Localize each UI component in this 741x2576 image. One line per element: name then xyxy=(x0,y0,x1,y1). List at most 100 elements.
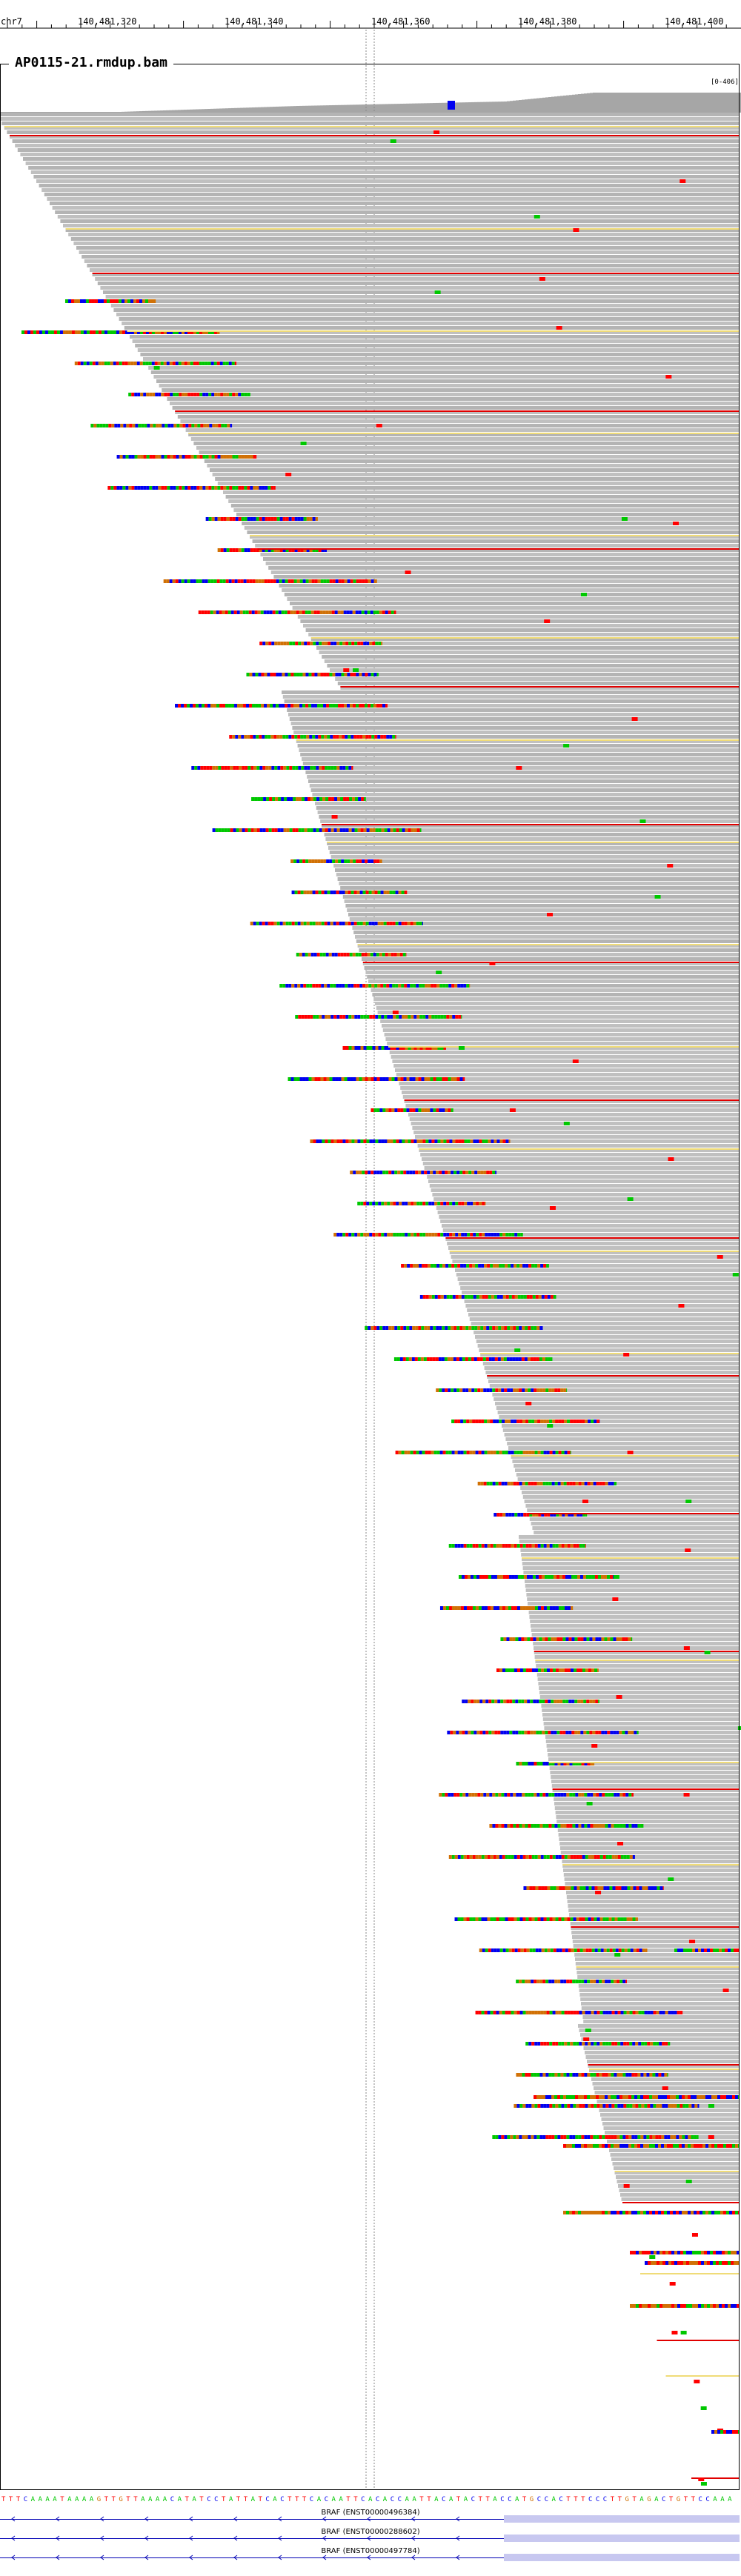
softclip-base xyxy=(501,1482,505,1485)
softclip-base xyxy=(614,1917,618,1921)
softclip-base xyxy=(154,362,158,365)
softclip-base xyxy=(314,673,318,676)
softclip-base xyxy=(279,922,283,925)
read xyxy=(519,1544,740,1548)
softclip-base xyxy=(674,2304,677,2308)
read xyxy=(591,2077,740,2081)
softclip-base xyxy=(563,2135,567,2139)
softclip-base xyxy=(193,704,196,708)
softclip-base xyxy=(268,828,272,832)
softclip-base xyxy=(376,859,380,863)
softclip-base xyxy=(320,704,324,708)
coverage-bar xyxy=(492,101,495,113)
softclip-base xyxy=(516,1606,520,1610)
softclip-base xyxy=(534,2104,538,2108)
softclip-base xyxy=(635,2042,639,2046)
mismatch-base xyxy=(708,2104,714,2108)
strand-arrow xyxy=(322,2535,327,2541)
transcript-label[interactable]: BRAF (ENST00000496384) xyxy=(321,2509,420,2517)
softclip-base xyxy=(362,704,365,708)
softclip-base xyxy=(139,330,143,334)
softclip-base xyxy=(552,1451,556,1454)
softclip-base xyxy=(451,1855,455,1859)
softclip-base xyxy=(359,1077,362,1081)
softclip-base xyxy=(226,486,230,490)
softclip-base xyxy=(608,2135,611,2139)
softclip-base xyxy=(207,362,211,365)
softclip-base xyxy=(656,2042,659,2046)
coverage-bar xyxy=(36,112,39,113)
softclip-base xyxy=(454,1606,458,1610)
softclip-base xyxy=(478,1264,482,1268)
softclip-base xyxy=(737,1948,740,1952)
softclip-base xyxy=(369,1139,373,1143)
read xyxy=(574,1948,740,1952)
softclip-base xyxy=(579,1575,583,1579)
insert-read xyxy=(548,1762,740,1763)
softclip-base xyxy=(638,2042,642,2046)
softclip-base xyxy=(487,1917,491,1921)
softclip-base xyxy=(244,735,247,739)
softclip-base xyxy=(590,2144,593,2148)
softclip-base xyxy=(243,704,247,708)
coverage-bar xyxy=(637,93,640,113)
softclip-base xyxy=(689,1948,692,1952)
softclip-base xyxy=(440,1015,444,1019)
softclip-base xyxy=(528,2011,532,2014)
softclip-base xyxy=(692,2304,695,2308)
softclip-base xyxy=(615,1948,619,1952)
softclip-base xyxy=(560,1824,564,1828)
transcript-label[interactable]: BRAF (ENST00000288602) xyxy=(321,2528,420,2536)
softclip-base xyxy=(628,2073,632,2077)
softclip-base xyxy=(466,1420,470,1423)
read xyxy=(255,544,740,548)
read xyxy=(60,219,740,223)
softclip-base xyxy=(517,1513,521,1517)
softclip-base xyxy=(465,1793,469,1797)
reference-base: T xyxy=(244,2496,248,2503)
softclip-base xyxy=(394,1326,398,1330)
reference-base: T xyxy=(618,2496,622,2503)
coverage-bar xyxy=(664,93,667,113)
softclip-base xyxy=(227,610,231,614)
softclip-base xyxy=(463,1855,467,1859)
softclip-base xyxy=(339,735,342,739)
softclip-base xyxy=(182,424,186,427)
softclip-base xyxy=(274,766,278,770)
softclip-base xyxy=(577,1637,581,1641)
softclip-base xyxy=(412,1171,416,1174)
softclip-base xyxy=(475,1264,479,1268)
softclip-base xyxy=(175,330,179,334)
softclip-base xyxy=(473,1202,476,1205)
softclip-base xyxy=(590,2211,593,2214)
softclip-base xyxy=(448,1108,451,1112)
softclip-base xyxy=(420,1357,424,1361)
softclip-base xyxy=(366,1202,370,1205)
softclip-base xyxy=(726,2430,729,2434)
coverage-bar xyxy=(305,105,308,113)
transcript-label[interactable]: BRAF (ENST00000497784) xyxy=(321,2547,420,2555)
softclip-base xyxy=(190,393,194,396)
softclip-base xyxy=(651,1886,654,1890)
softclip-base xyxy=(682,2095,685,2099)
chromosome-label[interactable]: chr7 xyxy=(1,16,22,27)
softclip-base xyxy=(285,548,289,552)
softclip-base xyxy=(590,1824,594,1828)
softclip-base xyxy=(608,2011,612,2014)
softclip-base xyxy=(436,1451,440,1454)
read xyxy=(548,1762,740,1765)
softclip-base xyxy=(637,1824,641,1828)
softclip-base xyxy=(570,1668,574,1672)
softclip-base xyxy=(270,673,273,676)
insert-read xyxy=(614,2171,740,2172)
softclip-base xyxy=(322,828,325,832)
track-name-label[interactable]: AP0115-21.rmdup.bam xyxy=(9,55,173,70)
softclip-base xyxy=(444,1357,448,1361)
softclip-base xyxy=(599,1980,602,1983)
read xyxy=(525,1504,740,1508)
softclip-base xyxy=(568,1575,571,1579)
softclip-base xyxy=(571,1700,575,1703)
softclip-base xyxy=(731,2261,734,2265)
softclip-base xyxy=(416,1139,420,1143)
